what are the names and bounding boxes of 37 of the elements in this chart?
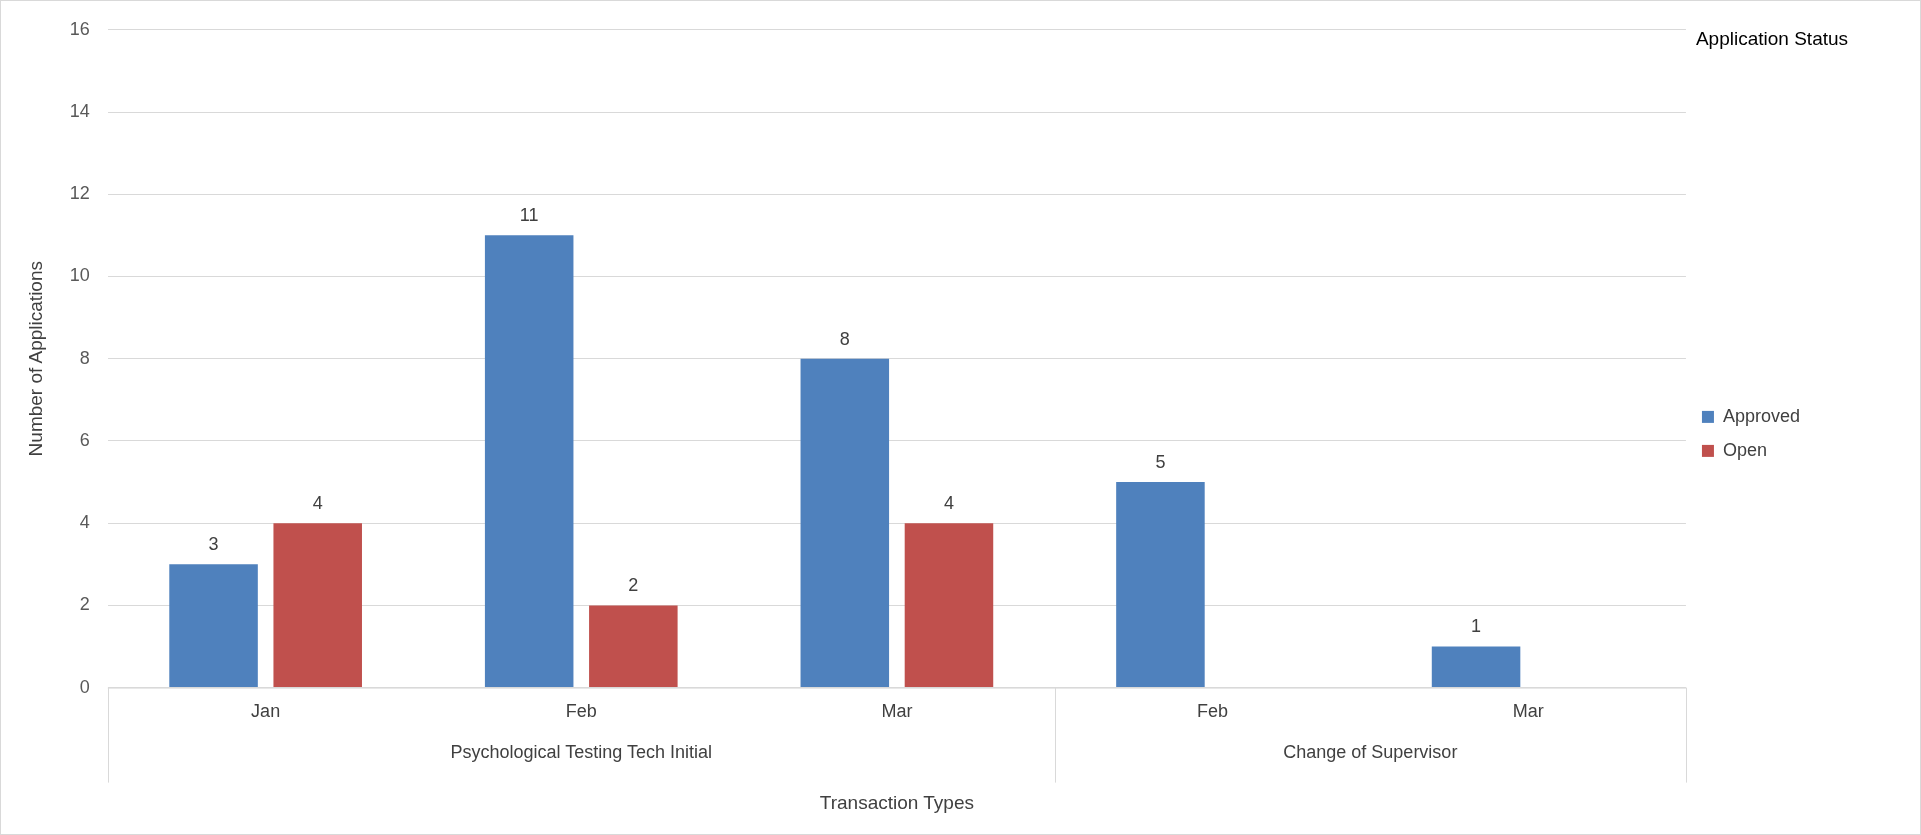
bar bbox=[484, 235, 574, 688]
x-tick-label: Mar bbox=[1512, 701, 1544, 722]
data-label: 11 bbox=[519, 205, 539, 226]
y-tick-label: 16 bbox=[69, 18, 90, 39]
data-label: 4 bbox=[312, 493, 323, 514]
text: Change of Supervisor bbox=[1283, 741, 1458, 762]
y-tick-label: 6 bbox=[79, 429, 90, 450]
x-tick-label: Feb bbox=[565, 701, 597, 722]
text: Psychological Testing Tech Initial bbox=[450, 741, 712, 762]
data-label: 8 bbox=[839, 328, 850, 349]
y-tick-label: 4 bbox=[79, 512, 90, 533]
x-axis-title: Transaction Types bbox=[819, 791, 974, 813]
y-tick-label: 8 bbox=[79, 347, 90, 368]
x-tick-label: Jan bbox=[251, 701, 281, 722]
y-axis-title: Number of Applications bbox=[24, 261, 46, 457]
bar bbox=[1431, 646, 1521, 688]
bar bbox=[800, 358, 890, 688]
y-tick-label: 14 bbox=[69, 100, 90, 121]
data-label: 4 bbox=[943, 493, 954, 514]
bar bbox=[1116, 482, 1205, 688]
y-tick-label: 10 bbox=[69, 265, 90, 286]
bar bbox=[169, 564, 258, 688]
y-tick-label: 2 bbox=[79, 594, 90, 615]
data-label: 2 bbox=[628, 575, 639, 596]
bar bbox=[904, 523, 994, 688]
data-label: 3 bbox=[208, 534, 219, 555]
legend-label: Approved bbox=[1722, 405, 1801, 426]
y-tick-label: 12 bbox=[69, 183, 90, 204]
x-tick-label: Mar bbox=[881, 701, 913, 722]
y-tick-label: 0 bbox=[79, 676, 90, 697]
legend-title: Application Status bbox=[1695, 27, 1849, 49]
legend-label: Open bbox=[1722, 439, 1767, 460]
x-tick-label: Feb bbox=[1196, 701, 1229, 722]
data-label: 5 bbox=[1155, 452, 1166, 473]
bar bbox=[589, 605, 678, 688]
data-label: 1 bbox=[1471, 616, 1482, 637]
bar bbox=[273, 523, 362, 688]
